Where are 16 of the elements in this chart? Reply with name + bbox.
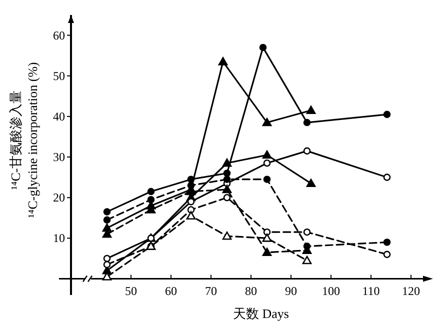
x-tick-label: 120 bbox=[402, 284, 420, 298]
x-tick-label: 60 bbox=[165, 284, 177, 298]
x-tick-label: 70 bbox=[205, 284, 217, 298]
y-tick-label: 20 bbox=[53, 190, 65, 205]
x-tick-label: 110 bbox=[362, 284, 380, 298]
y-tick-label: 40 bbox=[53, 109, 65, 124]
x-tick-label: 80 bbox=[245, 284, 257, 298]
x-tick-label: 100 bbox=[322, 284, 340, 298]
y-axis-title: ¹⁴C-甘氨酸渗入量 ¹⁴C-glycine incorporation (%) bbox=[8, 62, 40, 218]
y-tick-label: 50 bbox=[53, 68, 65, 83]
y-tick-label: 30 bbox=[53, 150, 65, 164]
x-tick-label: 90 bbox=[285, 284, 297, 298]
x-tick-label: 50 bbox=[125, 284, 137, 298]
y-tick-label: 60 bbox=[53, 28, 65, 42]
y-tick-label: 10 bbox=[53, 231, 65, 246]
x-axis-title: 天数 Days bbox=[233, 306, 289, 321]
